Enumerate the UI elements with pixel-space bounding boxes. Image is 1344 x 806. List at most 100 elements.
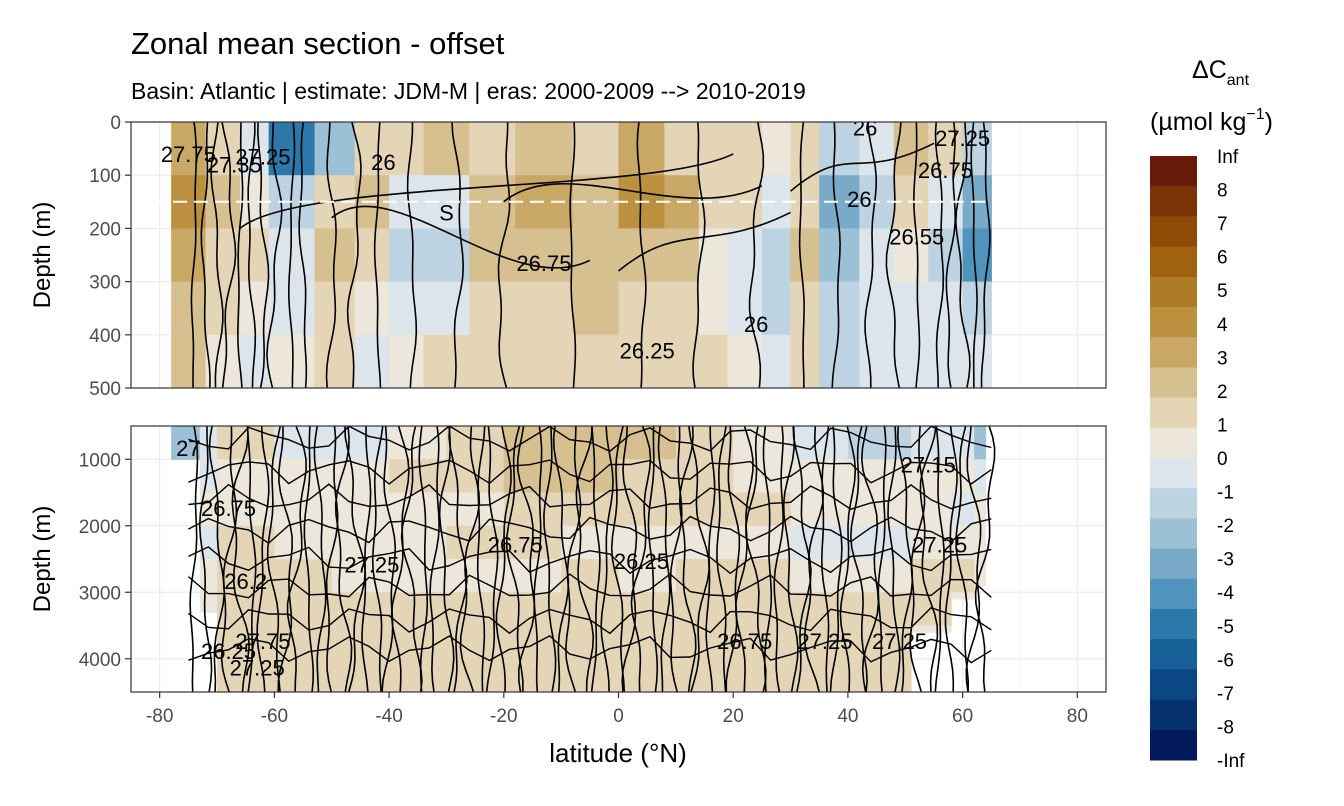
x-tick-label: -60 (261, 706, 288, 727)
heatmap-cell (911, 492, 952, 527)
density-contour (669, 426, 683, 692)
contour-label: 27.15 (901, 453, 956, 478)
heatmap-cell (503, 658, 562, 692)
heatmap-cell (331, 559, 390, 593)
x-tick-label: 0 (613, 706, 624, 727)
heatmap-cell (928, 122, 964, 176)
legend-unit-close: ) (1265, 108, 1273, 136)
density-contour (246, 426, 257, 692)
heatmap-cell (314, 334, 356, 388)
contour-label: 26.25 (614, 549, 669, 574)
heatmap-cell (819, 281, 860, 336)
lower-contour-labels: 2726.7526.227.7526.2527.2527.2526.7526.2… (176, 436, 967, 680)
legend-label: -4 (1217, 583, 1234, 604)
heatmap-cell (911, 559, 952, 593)
heatmap-cell (274, 426, 333, 460)
heatmap-cell (171, 122, 207, 176)
heatmap-cell (618, 122, 665, 176)
legend-key (1150, 337, 1197, 368)
contour-label: 26 (853, 115, 877, 140)
upper-panel-border (130, 121, 1107, 389)
lower-panel: 2726.7526.227.7526.2527.2527.2526.7526.2… (79, 425, 1107, 693)
contour-label: 26 (847, 187, 871, 212)
heatmap-cell (515, 334, 574, 388)
density-contour (200, 122, 211, 388)
density-contour (208, 426, 226, 692)
y-tick-label: 0 (110, 113, 121, 134)
heatmap-cell (761, 228, 792, 283)
density-contour (344, 426, 366, 692)
contour-label: 26 (371, 150, 395, 175)
heatmap-cell (675, 459, 734, 494)
heatmap-cell (217, 426, 275, 460)
legend-label: 2 (1217, 382, 1228, 403)
legend-label: -1 (1217, 483, 1234, 504)
legend-title-main: ΔC (1192, 56, 1227, 84)
legend-label: 7 (1217, 214, 1228, 235)
legend-key (1150, 367, 1197, 399)
density-contour (600, 426, 614, 692)
legend-key (1150, 216, 1197, 248)
heatmap-cell (515, 122, 574, 176)
heatmap-cell (268, 122, 316, 176)
legend-label: 8 (1217, 181, 1228, 202)
heatmap-cell (790, 426, 849, 460)
density-contour (277, 426, 293, 692)
density-contour (735, 426, 754, 692)
density-contour (221, 122, 237, 388)
legend-key (1150, 156, 1197, 187)
density-contour (236, 122, 244, 388)
legend-key (1150, 699, 1197, 731)
density-contour (934, 426, 945, 692)
density-contour (610, 426, 626, 692)
density-contour (792, 426, 812, 692)
density-contour (406, 122, 418, 388)
density-contour (325, 426, 339, 692)
legend-label: -2 (1217, 516, 1234, 537)
contour-label: 26.75 (717, 629, 772, 654)
heatmap-cell (572, 334, 620, 388)
upper-y-axis: 0 100 200 300 400 500 (89, 113, 131, 400)
heatmap-cell (859, 334, 895, 388)
heatmap-cell (951, 492, 975, 527)
density-contour (705, 426, 716, 692)
density-contour (188, 546, 992, 575)
density-contour (945, 122, 957, 388)
density-contour (621, 426, 638, 692)
density-contour (716, 426, 727, 692)
heatmap-cell (331, 492, 390, 527)
density-contour (418, 426, 429, 692)
heatmap-cell (423, 281, 470, 336)
contour-label: 27 (176, 436, 200, 461)
heatmap-cell (761, 334, 792, 388)
heatmap-cell (446, 592, 505, 627)
contour-label: 26.2 (224, 569, 267, 594)
heatmap-cell (469, 281, 516, 336)
heatmap-cell (618, 592, 677, 627)
legend-unit: (µmol kg−1) (1150, 106, 1273, 136)
heatmap-cell (727, 122, 763, 176)
legend-title-sub: ant (1227, 72, 1250, 89)
density-contour (503, 182, 763, 203)
density-contour (617, 211, 791, 272)
heatmap-cell (928, 334, 964, 388)
heatmap-cell (446, 426, 505, 460)
heatmap-cell (790, 281, 820, 336)
legend-key (1150, 578, 1197, 610)
density-contour (630, 426, 652, 692)
density-contour (438, 426, 455, 692)
contour-label: S (439, 200, 454, 225)
heatmap-cell (698, 334, 729, 388)
lower-y-axis: 1000 2000 3000 4000 (79, 450, 131, 671)
legend-title: ΔCant (1192, 56, 1250, 89)
heatmap-cell (962, 228, 992, 283)
legend-key (1150, 276, 1197, 308)
density-contour (974, 426, 996, 692)
heatmap-cell (847, 492, 912, 527)
heatmap-cell (217, 525, 275, 560)
density-contour (912, 122, 921, 388)
contour-label: 26.75 (201, 496, 256, 521)
heatmap-cell (389, 334, 425, 388)
